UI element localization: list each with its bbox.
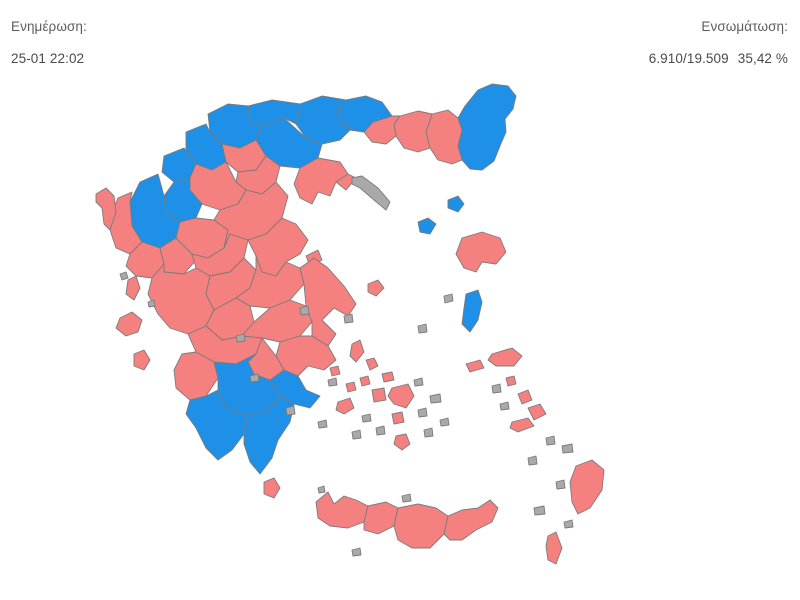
- cyclades-serifos[interactable]: [345, 381, 357, 393]
- dodecanese-samos[interactable]: [487, 347, 523, 367]
- incorporation-values: 6.910/19.509 35,42 %: [649, 50, 788, 67]
- header-bar: Ενημέρωση: 25-01 22:02 Ενσωμάτωση: 6.910…: [0, 0, 800, 80]
- cyclades-islet-3[interactable]: [361, 413, 372, 423]
- dodecanese-islet-4[interactable]: [527, 455, 538, 466]
- cyclades-islet-2[interactable]: [417, 407, 428, 418]
- cyclades-naxos[interactable]: [387, 383, 415, 409]
- dodecanese-ikaria[interactable]: [465, 359, 485, 373]
- cyclades-islet-5[interactable]: [375, 425, 386, 436]
- dodecanese-kalymnos[interactable]: [527, 403, 547, 421]
- region-messinia[interactable]: [185, 389, 249, 461]
- region-kilkis[interactable]: [247, 99, 301, 127]
- incorporation-percent: 35,42 %: [737, 51, 788, 66]
- region-kefallinia[interactable]: [115, 311, 143, 337]
- region-evvoia[interactable]: [299, 257, 357, 347]
- incorporation-counted: 6.910/19.509: [648, 51, 729, 66]
- region-lefkada[interactable]: [125, 275, 141, 301]
- incorporation-label: Ενσωμάτωση:: [701, 19, 788, 34]
- dodecanese-islet-6[interactable]: [555, 479, 566, 490]
- cyclades-islet-7[interactable]: [351, 429, 362, 440]
- cyclades-ios[interactable]: [391, 411, 405, 425]
- dodecanese-islet-2[interactable]: [545, 435, 556, 446]
- region-kavala[interactable]: [363, 115, 401, 145]
- region-dodekanisa[interactable]: [465, 347, 605, 565]
- dodecanese-leros[interactable]: [517, 389, 533, 405]
- dodecanese-rodos[interactable]: [569, 459, 605, 515]
- incorporation-block: Ενσωμάτωση: 6.910/19.509 35,42 %: [649, 18, 788, 67]
- greece-map[interactable]: [0, 78, 800, 600]
- dodecanese-islet-7[interactable]: [533, 505, 546, 516]
- region-evros[interactable]: [457, 83, 517, 171]
- dodecanese-islet-5[interactable]: [499, 401, 510, 411]
- region-irakleio[interactable]: [393, 503, 449, 549]
- dodecanese-kos[interactable]: [509, 417, 535, 433]
- region-kerkyra[interactable]: [95, 187, 117, 231]
- update-label: Ενημέρωση:: [11, 19, 87, 34]
- region-lakonia[interactable]: [243, 395, 295, 475]
- crete-islets[interactable]: [317, 485, 412, 557]
- region-serres[interactable]: [295, 95, 351, 145]
- region-aitoloakarnania[interactable]: [147, 263, 215, 335]
- region-chios[interactable]: [461, 289, 483, 333]
- region-rethymno[interactable]: [363, 501, 399, 535]
- update-block: Ενημέρωση: 25-01 22:02: [11, 18, 87, 67]
- cyclades-andros[interactable]: [349, 339, 365, 363]
- cyclades-islet-6[interactable]: [423, 427, 434, 438]
- update-timestamp: 25-01 22:02: [11, 51, 85, 66]
- region-xanthi[interactable]: [393, 110, 433, 153]
- region-skyros[interactable]: [367, 279, 385, 297]
- dodecanese-islet-3[interactable]: [561, 443, 574, 454]
- cyclades-islet-8[interactable]: [439, 417, 450, 427]
- region-ionian-islets[interactable]: [119, 271, 156, 308]
- cyclades-milos[interactable]: [335, 397, 355, 415]
- cyclades-mykonos[interactable]: [381, 371, 395, 383]
- region-zakynthos[interactable]: [133, 349, 151, 371]
- dodecanese-islet-8[interactable]: [563, 519, 574, 529]
- region-rodopi[interactable]: [425, 109, 463, 165]
- cyclades-tinos[interactable]: [365, 357, 379, 371]
- region-samothraki[interactable]: [447, 195, 465, 213]
- region-kythira[interactable]: [263, 477, 281, 499]
- region-aegean-islet-psara[interactable]: [443, 293, 454, 304]
- dodecanese-patmos[interactable]: [505, 375, 517, 387]
- cyclades-paros[interactable]: [371, 387, 387, 403]
- region-mount-athos[interactable]: [351, 175, 391, 211]
- dodecanese-islet-1[interactable]: [491, 383, 502, 394]
- cyclades-islet-1[interactable]: [413, 377, 424, 387]
- cyclades-santorini[interactable]: [393, 433, 411, 451]
- region-lesvos[interactable]: [455, 231, 507, 273]
- region-chania[interactable]: [315, 491, 369, 529]
- region-lasithi[interactable]: [443, 499, 499, 541]
- greece-map-svg[interactable]: [0, 78, 800, 600]
- cyclades-kea[interactable]: [329, 365, 341, 377]
- misc-islets[interactable]: [235, 305, 428, 429]
- region-kyklades[interactable]: [329, 339, 450, 451]
- region-limnos[interactable]: [417, 217, 437, 235]
- cyclades-islet-4[interactable]: [429, 393, 442, 404]
- dodecanese-karpathos[interactable]: [545, 531, 563, 565]
- cyclades-syros[interactable]: [359, 375, 371, 387]
